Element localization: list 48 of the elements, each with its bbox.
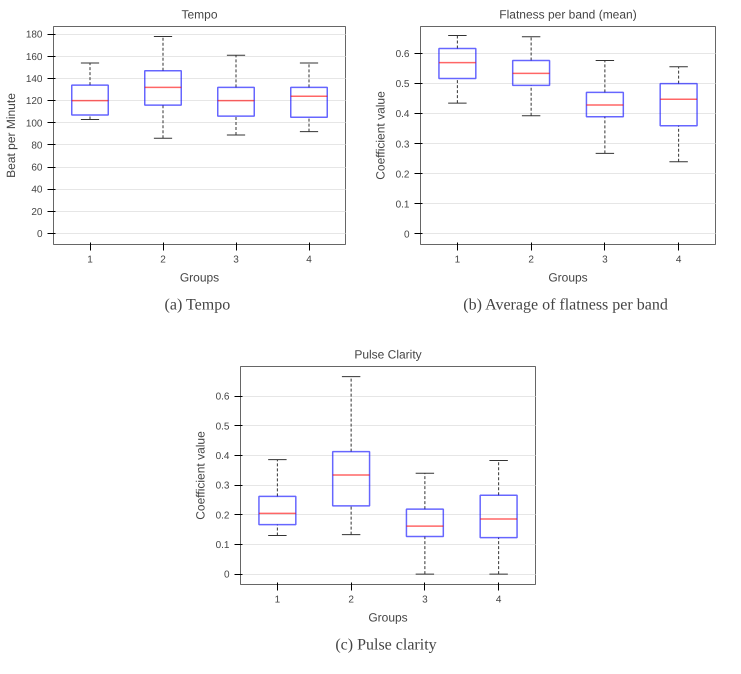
y-tick-label: 0.4	[216, 450, 230, 462]
y-tick-label: 0.2	[396, 169, 410, 180]
y-axis-title: Beat per Minute	[4, 92, 18, 178]
y-tick-label: 0.1	[216, 540, 230, 551]
y-tick-label: 0.4	[396, 109, 410, 120]
text: (c) Pulse clarity	[335, 636, 437, 654]
x-tick-label: 2	[348, 594, 354, 606]
y-tick-label: 20	[31, 206, 43, 218]
x-axis-title: Groups	[368, 610, 408, 624]
chart-title: Tempo	[181, 8, 218, 22]
text: (a) Tempo	[164, 296, 230, 314]
y-tick-label: 0	[36, 228, 43, 240]
y-tick-label: 100	[26, 118, 43, 130]
y-tick-label: 40	[31, 184, 43, 196]
y-tick-label: 60	[31, 162, 43, 174]
y-tick-label: 0.5	[216, 421, 230, 432]
y-tick-label: 0.6	[216, 392, 230, 403]
chart-title: Flatness per band (mean)	[499, 8, 637, 22]
x-tick-label: 2	[160, 254, 166, 266]
y-tick-label: 180	[26, 30, 43, 41]
y-tick-label: 0.3	[396, 139, 410, 150]
y-tick-label: 120	[26, 96, 43, 108]
x-axis-title: Groups	[548, 270, 588, 284]
x-tick-label: 2	[528, 254, 534, 266]
y-tick-label: 0	[404, 229, 410, 240]
y-tick-label: 0.2	[216, 510, 230, 522]
text: (b) Average of flatness per band	[463, 296, 668, 314]
x-tick-label: 1	[274, 594, 281, 606]
x-tick-label: 4	[496, 594, 502, 606]
x-axis-title: Groups	[180, 270, 220, 284]
y-tick-label: 140	[26, 74, 43, 86]
y-tick-label: 0.1	[396, 199, 410, 210]
y-axis-title: Coefficient value	[374, 90, 388, 180]
x-tick-label: 1	[454, 254, 461, 266]
x-tick-label: 1	[87, 254, 94, 266]
y-tick-label: 0.6	[396, 49, 410, 60]
x-tick-label: 4	[306, 254, 312, 266]
x-tick-label: 3	[602, 254, 608, 266]
y-tick-label: 160	[26, 52, 43, 63]
y-tick-label: 0.3	[216, 480, 230, 492]
y-tick-label: 0	[224, 570, 230, 581]
x-tick-label: 3	[422, 594, 428, 606]
x-tick-label: 4	[676, 254, 682, 266]
y-tick-label: 80	[31, 140, 43, 152]
y-axis-title: Coefficient value	[194, 430, 208, 520]
x-tick-label: 3	[233, 254, 240, 266]
y-tick-label: 0.5	[396, 79, 410, 90]
chart-title: Pulse Clarity	[354, 348, 422, 362]
